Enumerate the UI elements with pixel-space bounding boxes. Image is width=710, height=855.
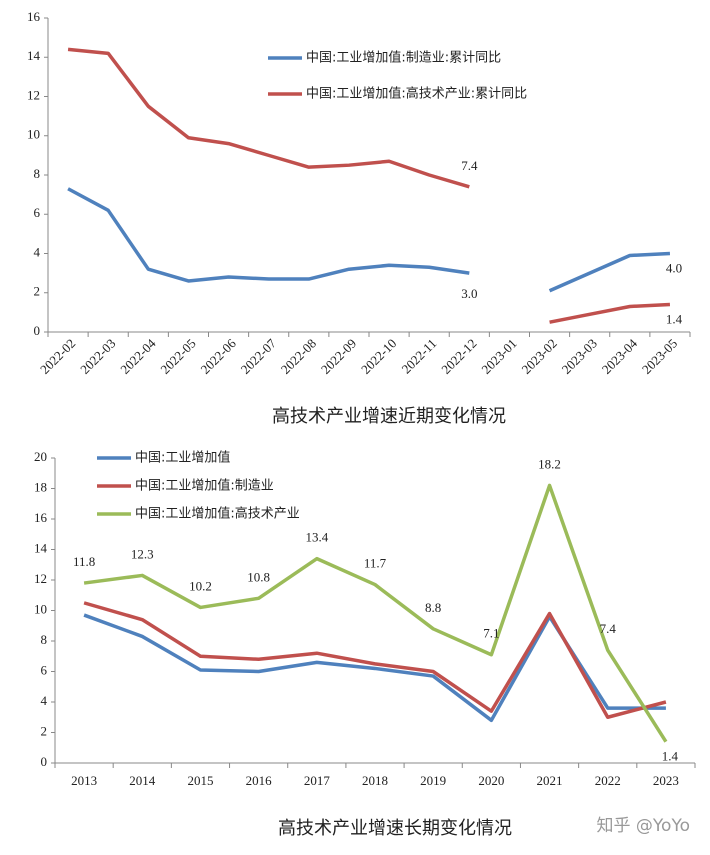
x-tick-label: 2022-05 — [157, 336, 198, 377]
y-tick-label: 20 — [34, 449, 47, 464]
y-tick-label: 2 — [41, 723, 48, 738]
y-tick-label: 6 — [41, 662, 48, 677]
data-label: 4.0 — [666, 260, 682, 275]
x-tick-label: 2023-04 — [599, 335, 641, 377]
x-tick-label: 2023-01 — [478, 336, 519, 377]
data-label: 18.2 — [538, 456, 561, 471]
data-label: 7.4 — [461, 158, 478, 173]
x-tick-label: 2020 — [478, 773, 504, 788]
x-tick-label: 2017 — [304, 773, 331, 788]
x-tick-label: 2022-04 — [117, 335, 159, 377]
series-line — [83, 483, 668, 743]
x-tick-label: 2022-10 — [358, 336, 399, 377]
data-label: 11.7 — [364, 556, 387, 571]
legend-label: 中国:工业增加值:制造业:累计同比 — [306, 50, 501, 66]
y-tick-label: 0 — [34, 323, 41, 338]
x-tick-label: 2022-08 — [278, 336, 319, 377]
chart-title: 高技术产业增速长期变化情况 — [278, 818, 512, 838]
data-label: 1.4 — [662, 749, 679, 764]
data-label: 7.1 — [483, 626, 499, 641]
data-label: 3.0 — [461, 286, 477, 301]
x-tick-label: 2019 — [420, 773, 446, 788]
y-tick-label: 10 — [34, 601, 47, 616]
x-tick-label: 2023-03 — [559, 336, 600, 377]
series-line — [67, 187, 470, 283]
y-tick-label: 4 — [41, 693, 48, 708]
x-tick-label: 2023-05 — [639, 336, 680, 377]
y-tick-label: 12 — [34, 571, 47, 586]
y-tick-label: 10 — [27, 127, 40, 142]
y-tick-label: 16 — [27, 9, 41, 24]
y-tick-label: 8 — [34, 166, 41, 181]
series-line — [548, 251, 671, 293]
chart-title: 高技术产业增速近期变化情况 — [272, 406, 506, 426]
x-tick-label: 2023 — [653, 773, 679, 788]
data-label: 10.8 — [247, 569, 270, 584]
x-tick-label: 2022 — [595, 773, 621, 788]
y-tick-label: 12 — [27, 87, 40, 102]
data-label: 10.2 — [189, 578, 212, 593]
data-label: 8.8 — [425, 600, 441, 615]
x-tick-label: 2022-06 — [198, 335, 240, 377]
y-tick-label: 6 — [34, 205, 41, 220]
x-tick-label: 2018 — [362, 773, 388, 788]
y-tick-label: 8 — [41, 632, 48, 647]
x-tick-label: 2013 — [71, 773, 97, 788]
x-tick-label: 2022-09 — [318, 336, 359, 377]
legend-label: 中国:工业增加值:高技术产业 — [135, 506, 300, 522]
x-tick-label: 2015 — [187, 773, 213, 788]
watermark: 知乎 @YoYo — [597, 816, 690, 836]
x-tick-label: 2022-03 — [77, 336, 118, 377]
x-tick-label: 2022-02 — [37, 336, 78, 377]
x-tick-label: 2022-07 — [238, 335, 280, 377]
legend-label: 中国:工业增加值 — [135, 450, 230, 466]
x-tick-label: 2022-11 — [399, 336, 440, 377]
y-tick-label: 16 — [34, 510, 48, 525]
series-line — [83, 601, 667, 719]
y-tick-label: 14 — [27, 48, 41, 63]
data-label: 1.4 — [666, 312, 683, 327]
x-tick-label: 2021 — [537, 773, 563, 788]
x-tick-label: 2022-12 — [438, 336, 479, 377]
series-line — [67, 47, 470, 189]
y-tick-label: 0 — [41, 754, 48, 769]
data-label: 7.4 — [600, 621, 617, 636]
data-label: 11.8 — [73, 554, 95, 569]
legend-label: 中国:工业增加值:制造业 — [135, 478, 274, 494]
y-tick-label: 18 — [34, 479, 47, 494]
x-tick-label: 2014 — [129, 773, 156, 788]
y-tick-label: 14 — [34, 540, 48, 555]
data-label: 13.4 — [305, 530, 328, 545]
x-tick-label: 2023-02 — [519, 336, 560, 377]
legend-label: 中国:工业增加值:高技术产业:累计同比 — [306, 86, 527, 102]
x-tick-label: 2016 — [246, 773, 273, 788]
series-line — [549, 302, 671, 324]
y-tick-label: 2 — [34, 284, 41, 299]
data-label: 12.3 — [131, 546, 154, 561]
y-tick-label: 4 — [34, 244, 41, 259]
